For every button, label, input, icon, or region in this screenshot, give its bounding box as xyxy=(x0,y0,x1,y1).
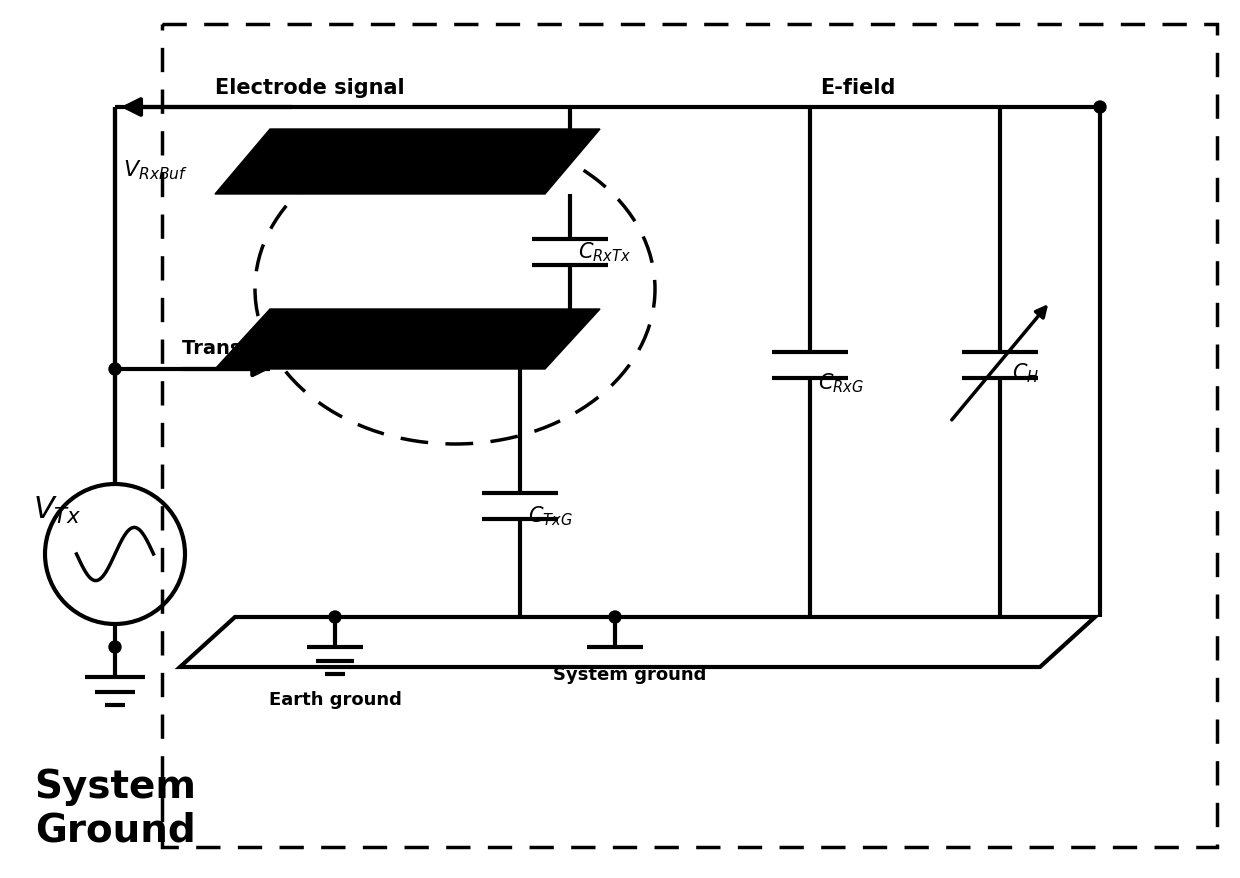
Polygon shape xyxy=(215,310,600,370)
Text: $C_{TxG}$: $C_{TxG}$ xyxy=(528,504,573,528)
Bar xyxy=(162,25,1216,847)
Text: Earth ground: Earth ground xyxy=(269,690,402,709)
Circle shape xyxy=(609,611,621,623)
Text: $V_{RxBuf}$: $V_{RxBuf}$ xyxy=(123,158,188,182)
Text: E-field: E-field xyxy=(820,78,895,97)
Circle shape xyxy=(109,641,122,653)
Circle shape xyxy=(329,611,341,623)
Polygon shape xyxy=(215,130,600,195)
Polygon shape xyxy=(180,617,1095,667)
Text: System
Ground: System Ground xyxy=(33,767,196,849)
Text: $C_H$: $C_H$ xyxy=(1012,361,1039,385)
Text: $C_{RxTx}$: $C_{RxTx}$ xyxy=(578,241,631,264)
Text: Electrode signal: Electrode signal xyxy=(216,78,404,97)
Text: System ground: System ground xyxy=(553,666,707,683)
Text: $V_{Tx}$: $V_{Tx}$ xyxy=(32,494,82,525)
Text: $C_{RxG}$: $C_{RxG}$ xyxy=(818,371,864,394)
Circle shape xyxy=(109,363,122,376)
Circle shape xyxy=(1094,102,1106,114)
Text: Transmitter signal: Transmitter signal xyxy=(182,339,382,357)
